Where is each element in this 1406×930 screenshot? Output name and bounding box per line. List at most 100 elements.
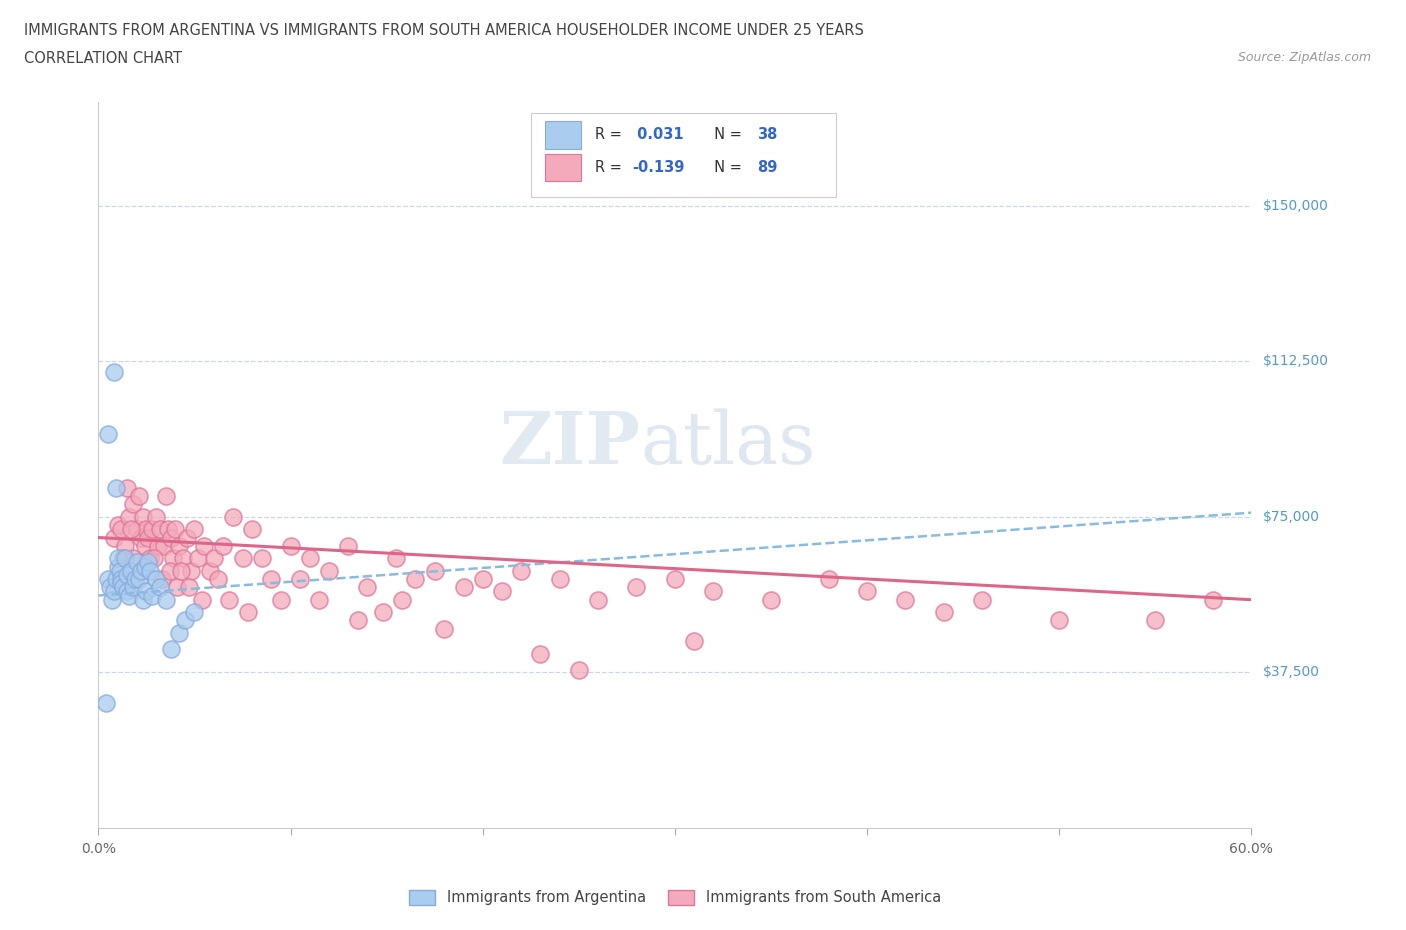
Point (122, 579, 145, 594)
Point (125, 555, 148, 570)
Point (180, 564, 202, 578)
Point (120, 564, 142, 578)
Point (139, 564, 162, 578)
Point (122, 551, 145, 565)
Point (198, 564, 221, 578)
Point (280, 538, 302, 553)
Point (155, 488, 177, 503)
Point (112, 551, 135, 565)
Point (139, 551, 162, 565)
Point (120, 522, 142, 537)
FancyBboxPatch shape (530, 113, 837, 196)
Point (138, 555, 160, 570)
Point (110, 522, 132, 537)
Point (146, 538, 169, 553)
Point (548, 572, 571, 587)
Point (131, 592, 153, 607)
Text: N =: N = (704, 160, 747, 175)
Point (240, 522, 263, 537)
Point (110, 572, 132, 587)
Point (207, 572, 229, 587)
Text: R =: R = (595, 127, 627, 142)
Point (308, 592, 330, 607)
Point (423, 564, 446, 578)
Point (683, 633, 706, 648)
Point (290, 572, 312, 587)
Point (110, 576, 132, 591)
Point (160, 642, 183, 657)
Point (702, 584, 724, 599)
Point (159, 564, 181, 578)
Point (141, 522, 163, 537)
Point (664, 572, 686, 587)
Point (250, 551, 273, 565)
Point (162, 551, 184, 565)
Point (318, 564, 340, 578)
Point (972, 592, 994, 607)
Point (193, 538, 215, 553)
Point (97, 572, 120, 587)
Point (166, 579, 188, 594)
Point (759, 592, 782, 607)
Text: 38: 38 (756, 127, 778, 142)
Point (97, 427, 120, 442)
Point (371, 604, 394, 619)
Point (167, 538, 190, 553)
Point (471, 572, 494, 587)
Point (101, 592, 124, 607)
Text: IMMIGRANTS FROM ARGENTINA VS IMMIGRANTS FROM SOUTH AMERICA HOUSEHOLDER INCOME UN: IMMIGRANTS FROM ARGENTINA VS IMMIGRANTS … (24, 23, 863, 38)
Point (1047, 613, 1070, 628)
Text: N =: N = (704, 127, 747, 142)
Point (202, 551, 225, 565)
Point (104, 481, 127, 496)
Point (135, 584, 157, 599)
Point (152, 538, 174, 553)
Point (176, 530, 198, 545)
Point (183, 522, 205, 537)
Point (586, 592, 609, 607)
Point (156, 522, 179, 537)
Point (107, 518, 129, 533)
Point (103, 530, 125, 545)
Point (172, 551, 194, 565)
Point (114, 551, 136, 565)
Point (117, 481, 138, 496)
FancyBboxPatch shape (544, 153, 582, 181)
Point (112, 579, 135, 594)
Point (124, 572, 146, 587)
Point (160, 530, 183, 545)
Point (150, 572, 173, 587)
Point (177, 579, 200, 594)
Point (131, 510, 153, 525)
Point (145, 572, 167, 587)
Point (894, 592, 917, 607)
Point (145, 510, 167, 525)
Point (1202, 592, 1225, 607)
Text: CORRELATION CHART: CORRELATION CHART (24, 51, 181, 66)
Point (114, 538, 136, 553)
Point (346, 613, 368, 628)
Point (270, 592, 292, 607)
Point (135, 522, 157, 537)
Point (125, 522, 148, 537)
Point (356, 579, 378, 594)
Point (149, 522, 172, 537)
Point (231, 551, 254, 565)
Point (433, 621, 456, 636)
Point (1144, 613, 1167, 628)
FancyBboxPatch shape (544, 121, 582, 149)
Point (155, 592, 177, 607)
Text: atlas: atlas (640, 408, 815, 479)
Legend: Immigrants from Argentina, Immigrants from South America: Immigrants from Argentina, Immigrants fr… (404, 884, 946, 911)
Point (453, 579, 475, 594)
Point (128, 488, 150, 503)
Text: ZIP: ZIP (499, 407, 640, 479)
Text: -0.139: -0.139 (633, 160, 685, 175)
Point (134, 559, 156, 574)
Text: $112,500: $112,500 (1263, 354, 1329, 368)
Point (129, 564, 152, 578)
Point (817, 572, 839, 587)
Point (260, 572, 283, 587)
Text: 89: 89 (756, 160, 778, 175)
Point (129, 530, 152, 545)
